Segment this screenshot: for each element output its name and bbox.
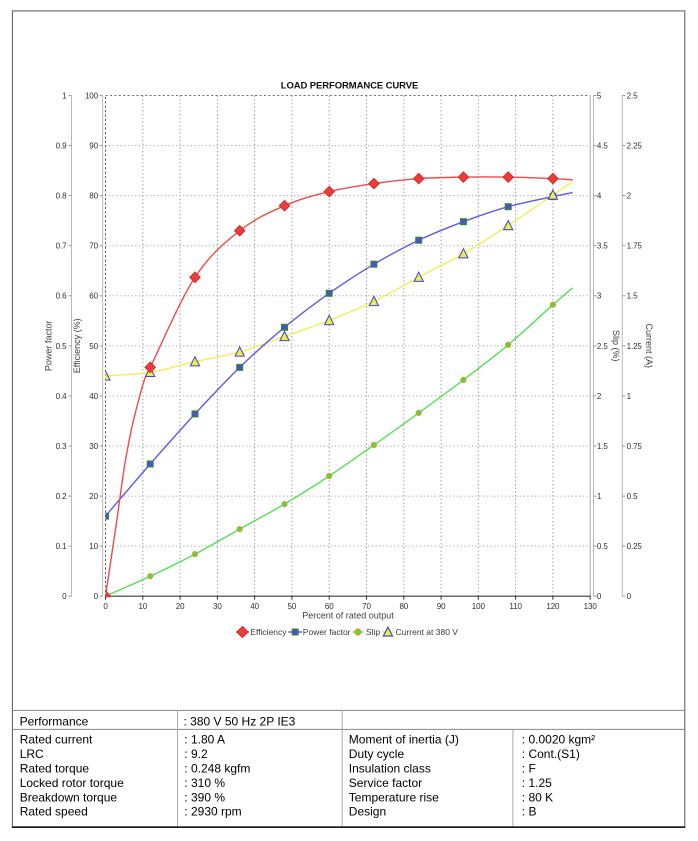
svg-text:70: 70 — [362, 602, 371, 611]
svg-text:3.5: 3.5 — [597, 242, 608, 251]
svg-text:: 380 V 50 Hz 2P IE3: : 380 V 50 Hz 2P IE3 — [184, 714, 296, 728]
svg-text:Locked rotor torque: Locked rotor torque — [20, 776, 124, 790]
svg-text:: Cont.(S1): : Cont.(S1) — [522, 747, 580, 761]
svg-text:LOAD PERFORMANCE CURVE: LOAD PERFORMANCE CURVE — [281, 80, 419, 91]
svg-text:60: 60 — [89, 292, 98, 301]
svg-text:40: 40 — [89, 392, 98, 401]
svg-text:80: 80 — [89, 192, 98, 201]
svg-text:100: 100 — [85, 91, 99, 100]
svg-text:0.1: 0.1 — [56, 542, 67, 551]
svg-text:0.7: 0.7 — [56, 242, 67, 251]
svg-text:0: 0 — [627, 592, 632, 601]
svg-text:130: 130 — [584, 602, 598, 611]
svg-text:1.75: 1.75 — [627, 242, 643, 251]
svg-text:1.25: 1.25 — [627, 342, 643, 351]
svg-text:Current at 380 V: Current at 380 V — [396, 627, 459, 637]
svg-text:0.4: 0.4 — [56, 392, 67, 401]
svg-text:0: 0 — [94, 592, 99, 601]
svg-text:1: 1 — [62, 91, 67, 100]
svg-text:90: 90 — [437, 602, 446, 611]
svg-text:80: 80 — [399, 602, 408, 611]
svg-text:Temperature rise: Temperature rise — [349, 790, 439, 804]
svg-text:30: 30 — [213, 602, 222, 611]
svg-text:0: 0 — [597, 592, 602, 601]
svg-text:5: 5 — [597, 91, 602, 100]
svg-text:Power factor: Power factor — [43, 321, 53, 372]
svg-text:2.25: 2.25 — [627, 142, 643, 151]
svg-text:0.25: 0.25 — [627, 542, 643, 551]
svg-text:Slip: Slip — [366, 627, 380, 637]
svg-text:Moment of inertia (J): Moment of inertia (J) — [349, 733, 459, 747]
svg-text:: 1.80 A: : 1.80 A — [184, 733, 225, 747]
svg-text:0: 0 — [62, 592, 67, 601]
svg-text:4: 4 — [597, 192, 602, 201]
svg-text:0.5: 0.5 — [597, 542, 608, 551]
svg-text:120: 120 — [546, 602, 560, 611]
svg-text:1: 1 — [597, 492, 602, 501]
svg-text:50: 50 — [288, 602, 297, 611]
svg-text:: 2930 rpm: : 2930 rpm — [184, 805, 241, 819]
svg-text:Efficiency (%): Efficiency (%) — [72, 318, 82, 373]
svg-text:Duty cycle: Duty cycle — [349, 747, 405, 761]
svg-text:: 0.248 kgfm: : 0.248 kgfm — [184, 762, 250, 776]
svg-text:0.6: 0.6 — [56, 292, 67, 301]
svg-text:1: 1 — [627, 392, 632, 401]
svg-text:0.3: 0.3 — [56, 442, 67, 451]
svg-text:Rated torque: Rated torque — [20, 762, 90, 776]
svg-text:: B: : B — [522, 805, 537, 819]
svg-text:Breakdown torque: Breakdown torque — [20, 790, 118, 804]
svg-text:3: 3 — [597, 292, 602, 301]
svg-text:50: 50 — [89, 342, 98, 351]
svg-text:0.5: 0.5 — [627, 492, 638, 501]
svg-text:2.5: 2.5 — [597, 342, 608, 351]
svg-text:: 9.2: : 9.2 — [184, 747, 208, 761]
svg-text:0: 0 — [103, 602, 108, 611]
svg-text:Insulation class: Insulation class — [349, 762, 431, 776]
svg-text:Percent of rated output: Percent of rated output — [302, 611, 394, 621]
svg-text:Power factor: Power factor — [303, 627, 351, 637]
svg-text:10: 10 — [138, 602, 147, 611]
svg-text:60: 60 — [325, 602, 334, 611]
svg-text:: 0.0020 kgm²: : 0.0020 kgm² — [522, 733, 595, 747]
svg-text:Design: Design — [349, 805, 386, 819]
svg-text:0.2: 0.2 — [56, 492, 67, 501]
svg-text:0.75: 0.75 — [627, 442, 643, 451]
svg-text:30: 30 — [89, 442, 98, 451]
svg-text:40: 40 — [250, 602, 259, 611]
svg-text:: 310 %: : 310 % — [184, 776, 225, 790]
svg-text:Rated speed: Rated speed — [20, 805, 88, 819]
svg-text:Slip (%): Slip (%) — [611, 330, 621, 362]
svg-text:20: 20 — [176, 602, 185, 611]
svg-text:2.5: 2.5 — [627, 91, 638, 100]
svg-text:0.9: 0.9 — [56, 142, 67, 151]
svg-text:: F: : F — [522, 762, 536, 776]
svg-text:LRC: LRC — [20, 747, 44, 761]
svg-text:: 80 K: : 80 K — [522, 790, 553, 804]
svg-text:1.5: 1.5 — [627, 292, 638, 301]
svg-text:: 390 %: : 390 % — [184, 790, 225, 804]
svg-text:90: 90 — [89, 142, 98, 151]
svg-text:0.8: 0.8 — [56, 192, 67, 201]
svg-text:Rated current: Rated current — [20, 733, 93, 747]
svg-text:70: 70 — [89, 242, 98, 251]
svg-text:0.5: 0.5 — [56, 342, 67, 351]
svg-text:4.5: 4.5 — [597, 142, 608, 151]
svg-text:: 1.25: : 1.25 — [522, 776, 552, 790]
svg-text:Current (A): Current (A) — [644, 324, 654, 369]
svg-text:1.5: 1.5 — [597, 442, 608, 451]
svg-text:20: 20 — [89, 492, 98, 501]
svg-text:10: 10 — [89, 542, 98, 551]
svg-text:Service factor: Service factor — [349, 776, 422, 790]
svg-text:100: 100 — [472, 602, 486, 611]
svg-text:2: 2 — [627, 192, 632, 201]
svg-text:110: 110 — [509, 602, 522, 611]
svg-text:2: 2 — [597, 392, 602, 401]
svg-text:Performance: Performance — [20, 714, 89, 728]
svg-text:Efficiency: Efficiency — [250, 627, 287, 637]
